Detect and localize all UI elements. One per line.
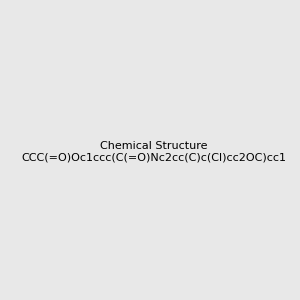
Text: Chemical Structure
CCC(=O)Oc1ccc(C(=O)Nc2cc(C)c(Cl)cc2OC)cc1: Chemical Structure CCC(=O)Oc1ccc(C(=O)Nc… xyxy=(21,141,286,162)
